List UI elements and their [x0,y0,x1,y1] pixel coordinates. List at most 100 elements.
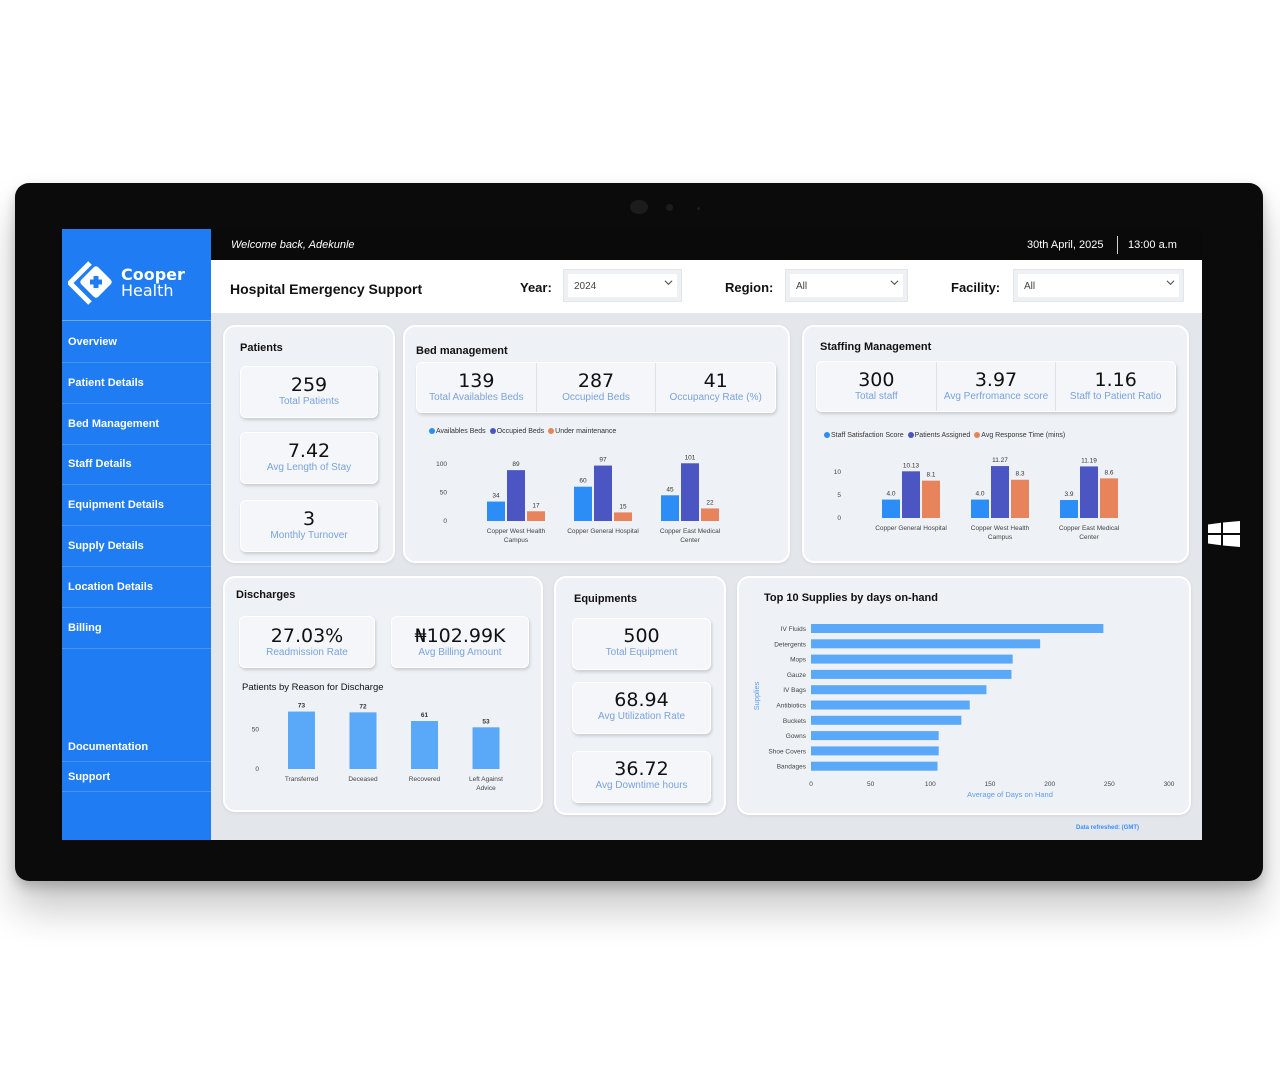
y-tick-label: Gauze [787,672,807,679]
region-filter-label: Region: [725,280,774,295]
bar [882,499,900,518]
y-tick-label: 100 [436,461,447,468]
kpi-total-equipment: 500 Total Equipment [572,618,711,670]
bar [811,715,962,725]
x-tick-label: 200 [1044,781,1055,788]
chevron-down-icon [890,280,899,286]
nav-overview[interactable]: Overview [62,322,211,363]
discharge-chart: 0 50 73 Transferred 72 Deceased 61 Recovered 53 L… [252,703,503,792]
nav-supply-details[interactable]: Supply Details [62,526,211,567]
legend-item: Avg Response Time (mins) [974,432,1065,439]
data-label: 89 [512,461,520,468]
y-tick-label: 10 [834,469,842,476]
nav-patient-details[interactable]: Patient Details [62,363,211,404]
bed-chart: 0 50 100 34 89 17 Copper West Health Campus 60 97… [436,454,721,544]
legend-label: Patients Assigned [914,432,971,439]
staffing-title: Staffing Management [820,341,932,353]
chevron-down-icon [664,280,673,286]
kpi-total-patients: 259 Total Patients [240,366,378,418]
nav-bed-management[interactable]: Bed Management [62,404,211,445]
brand-logo[interactable]: Cooper Health [67,261,208,307]
x-tick-label: Left Against [469,776,503,783]
supplies-chart: IV Fluids Detergents Mops Gauze IV Bags Antib… [752,624,1175,799]
nav-equipment-details[interactable]: Equipment Details [62,485,211,526]
data-label: 97 [599,457,607,464]
kpi-label: Occupancy Rate (%) [669,392,762,403]
kpi-available-beds: 139 Total Availables Beds [417,363,536,412]
x-tick-label: Advice [476,785,496,792]
bar [902,471,920,518]
bar [811,746,939,756]
kpi-label: Avg Perfromance score [943,391,1049,402]
page-title: Hospital Emergency Support [230,281,423,297]
bar [811,685,987,695]
x-tick-label: 300 [1164,781,1175,788]
data-label: 8.6 [1104,469,1113,476]
kpi-avg-performance: 3.97 Avg Perfromance score [935,362,1056,411]
y-tick-label: 0 [837,515,841,522]
year-select[interactable]: 2024 [563,269,682,302]
kpi-occupied-beds: 287 Occupied Beds [535,363,656,412]
bar [971,499,989,518]
x-tick-label: Copper West Health [487,528,546,535]
nav-documentation[interactable]: Documentation [62,732,211,762]
facility-select[interactable]: All [1013,269,1184,302]
legend-item: Occupied Beds [489,428,544,435]
patients-title: Patients [240,342,283,354]
data-label: 4.0 [886,491,895,498]
kpi-value: 500 [623,625,660,647]
x-tick-label: 100 [925,781,936,788]
x-tick-label: Deceased [348,776,378,783]
legend-label: Availables Beds [436,428,486,435]
region-select[interactable]: All [785,269,908,302]
bar [614,512,632,521]
nav-support[interactable]: Support [62,762,211,792]
bar [661,495,679,521]
legend-label: Under maintenance [555,428,617,435]
bar [811,639,1041,649]
data-label: 101 [685,454,696,461]
x-tick-label: 250 [1104,781,1115,788]
kpi-label: Total Availables Beds [429,392,524,403]
bar [701,508,719,521]
bed-management-card: Bed management 139 Total Availables Beds… [403,325,790,563]
sidebar-divider [62,320,211,321]
supplies-title: Top 10 Supplies by days on-hand [764,592,938,604]
kpi-total-staff: 300 Total staff [817,362,936,411]
nav-location-details[interactable]: Location Details [62,567,211,608]
kpi-value: 1.16 [1094,369,1137,391]
kpi-value: 36.72 [614,758,669,780]
camera-light [697,207,700,210]
x-tick-label: Copper East Medical [660,528,721,535]
nav-billing[interactable]: Billing [62,608,211,649]
brand-name: Cooper Health [121,267,185,299]
data-label: 17 [532,502,540,509]
bar [507,470,525,521]
equipments-title: Equipments [574,593,637,605]
y-tick-label: IV Fluids [781,626,807,633]
x-tick-label: Campus [988,534,1013,541]
discharges-title: Discharges [236,589,296,601]
kpi-label: Readmission Rate [266,647,348,658]
kpi-label: Total Equipment [605,647,678,658]
discharge-chart-title: Patients by Reason for Discharge [242,682,384,693]
nav-staff-details[interactable]: Staff Details [62,444,211,485]
cross-logo-icon [67,261,112,305]
y-tick-label: 50 [440,489,448,496]
current-date: 30th April, 2025 [1027,239,1104,251]
y-tick-label: Antibiotics [776,703,806,710]
bar [681,463,699,521]
data-label: 4.0 [975,491,984,498]
kpi-monthly-turnover: 3 Monthly Turnover [240,500,378,552]
windows-logo-icon[interactable] [1208,521,1240,547]
data-label: 61 [421,712,429,719]
staffing-kpi-row: 300 Total staff 3.97 Avg Perfromance sco… [816,361,1176,412]
patients-card: Patients 259 Total Patients 7.42 Avg Len… [223,325,395,563]
kpi-label: Avg Utilization Rate [597,711,686,722]
y-tick-label: IV Bags [783,687,807,694]
data-label: 45 [666,486,674,493]
x-tick-label: Copper East Medical [1059,525,1120,532]
x-tick-label: Copper General Hospital [567,528,639,535]
x-tick-label: Copper General Hospital [875,525,947,532]
brand-line1: Cooper [121,265,185,284]
